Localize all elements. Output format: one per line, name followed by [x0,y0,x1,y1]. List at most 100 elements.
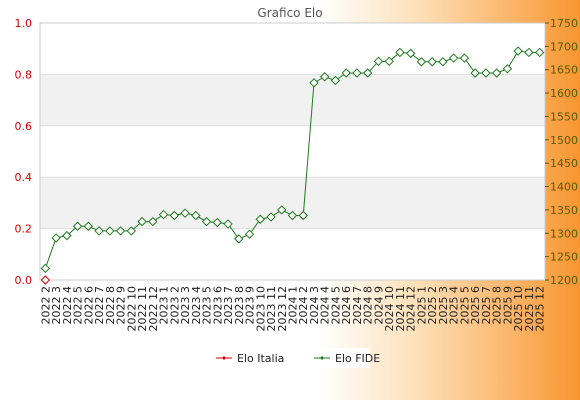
data-point [137,216,147,227]
x-tick-label: 2023 2 [168,286,181,325]
data-point [148,216,158,227]
right-tick-label: 1750 [550,17,578,30]
data-point [470,68,480,78]
data-point [158,209,169,220]
data-point [287,210,298,221]
x-tick-label: 2024 9 [372,286,385,325]
left-tick-label: 0.6 [15,120,33,133]
gridlines [39,22,546,281]
right-tick-label: 1350 [550,204,578,217]
data-point [416,57,427,67]
data-point [330,75,341,86]
legend-marker [320,356,324,360]
x-tick-label: 2024 5 [329,286,342,325]
x-tick-label: 2025 5 [458,286,471,325]
x-tick-label: 2022 6 [82,286,95,325]
data-point [223,219,233,229]
x-tick-label: 2024 3 [308,286,321,325]
data-point [244,229,255,239]
data-point [320,72,330,82]
data-point [427,57,437,67]
x-tick-label: 2023 11 [265,286,278,332]
x-tick-label: 2024 2 [297,286,310,325]
data-point [212,217,222,228]
data-point [255,214,265,224]
x-tick-label: 2023 6 [211,286,224,325]
right-tick-label: 1450 [550,157,578,170]
x-tick-label: 2024 6 [340,286,353,325]
right-tick-label: 1650 [550,64,578,77]
right-tick-label: 1550 [550,110,578,123]
data-point [352,68,362,78]
left-axis-ticks: 0.0 0.2 0.4 0.6 0.8 1.0 [15,17,33,287]
x-tick-label: 2023 3 [179,286,192,325]
x-tick-label: 2025 3 [437,286,450,325]
data-point [277,205,287,215]
left-tick-label: 0.8 [15,68,33,81]
x-tick-label: 2024 4 [319,286,332,325]
data-point [62,230,72,241]
data-point [438,57,448,67]
x-tick-label: 2023 12 [276,286,289,332]
data-point [126,226,137,236]
x-tick-label: 2024 1 [287,286,300,325]
right-tick-label: 1400 [550,181,578,194]
x-tick-label: 2025 10 [512,286,525,332]
left-tick-label: 0.0 [15,274,33,287]
data-point [83,221,94,231]
x-tick-label: 2022 8 [104,286,117,325]
data-point [40,263,51,274]
data-point [115,226,126,236]
x-tick-label: 2022 7 [93,286,106,325]
data-point [191,210,201,221]
data-point [298,210,308,221]
data-point [513,46,523,56]
x-tick-label: 2025 7 [480,286,493,325]
x-tick-label: 2023 7 [222,286,235,325]
right-tick-label: 1250 [550,251,578,264]
data-point [502,64,513,74]
data-point [94,226,104,236]
x-tick-label: 2023 1 [158,286,171,325]
data-point [234,234,244,244]
data-point [40,275,51,285]
legend-box [210,348,370,368]
x-tick-label: 2022 10 [125,286,138,332]
data-point [534,47,545,58]
series-elo-fide [40,46,545,274]
data-point [51,233,61,243]
x-tick-label: 2022 12 [147,286,160,332]
data-point [373,56,384,67]
chart-title: Grafico Elo [257,6,322,20]
data-point [384,56,394,67]
x-tick-label: 2025 2 [426,286,439,325]
x-tick-label: 2024 11 [394,286,407,332]
x-tick-label: 2022 11 [136,286,149,332]
x-tick-label: 2023 5 [201,286,214,325]
x-tick-label: 2022 9 [115,286,128,325]
data-point [481,68,491,78]
x-tick-label: 2025 12 [534,286,547,332]
x-tick-label: 2022 2 [39,286,52,325]
left-tick-label: 1.0 [15,17,33,30]
left-tick-label: 0.4 [15,171,33,184]
data-point [491,68,502,78]
data-point [405,48,416,59]
data-point [341,68,351,78]
data-point [201,216,212,227]
data-point [105,226,115,236]
x-tick-label: 2025 4 [448,286,461,325]
right-tick-label: 1200 [550,274,578,287]
series-layer [40,46,545,285]
data-point [363,68,373,78]
data-point [169,210,180,221]
data-point [309,78,319,88]
plot-band [40,177,545,229]
data-point [72,221,83,231]
legend-marker [222,356,226,360]
left-tick-label: 0.2 [15,223,33,236]
right-tick-label: 1300 [550,227,578,240]
x-tick-label: 2025 9 [501,286,514,325]
x-tick-label: 2023 4 [190,286,203,325]
